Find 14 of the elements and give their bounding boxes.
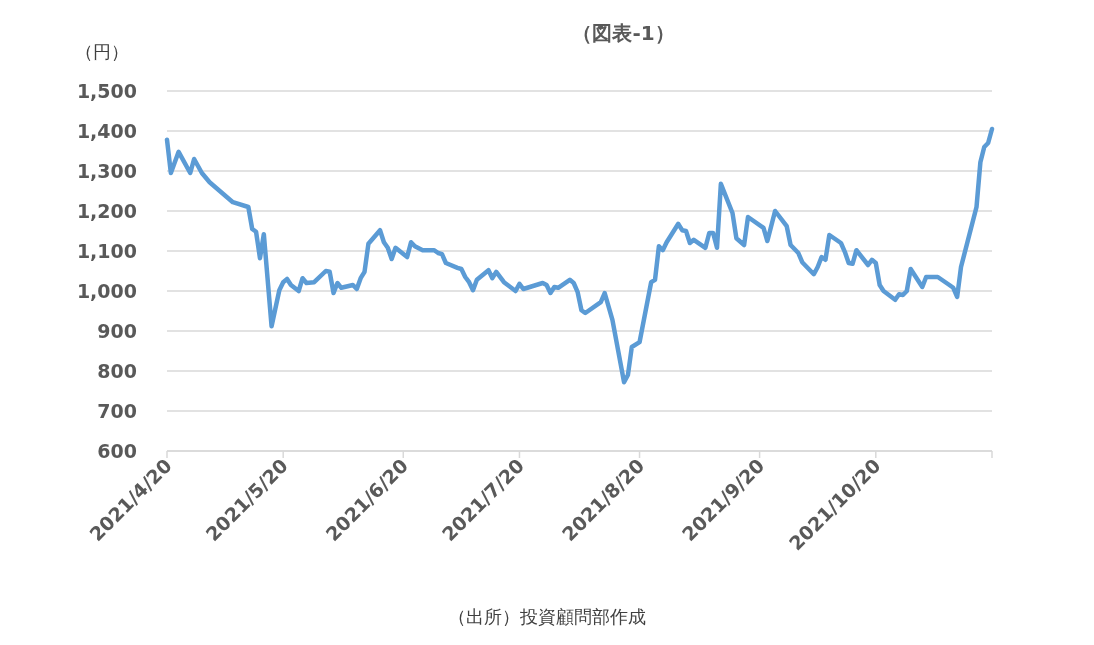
y-tick-label: 700 <box>97 400 137 422</box>
text: （出所）投資顧問部作成 <box>448 606 646 627</box>
y-tick-label: 1,400 <box>76 120 137 142</box>
y-tick-label: 900 <box>97 320 137 342</box>
y-tick-label: 1,500 <box>76 80 137 102</box>
y-tick-label: 1,300 <box>76 160 137 182</box>
y-tick-label: 1,100 <box>76 240 137 262</box>
y-tick-label: 800 <box>97 360 137 382</box>
chart-title: （図表-1） <box>572 21 675 45</box>
y-tick-label: 600 <box>97 440 137 462</box>
y-axis-title: （円） <box>75 41 129 62</box>
y-tick-label: 1,200 <box>76 200 137 222</box>
y-tick-label: 1,000 <box>76 280 137 302</box>
line-series <box>164 126 995 385</box>
